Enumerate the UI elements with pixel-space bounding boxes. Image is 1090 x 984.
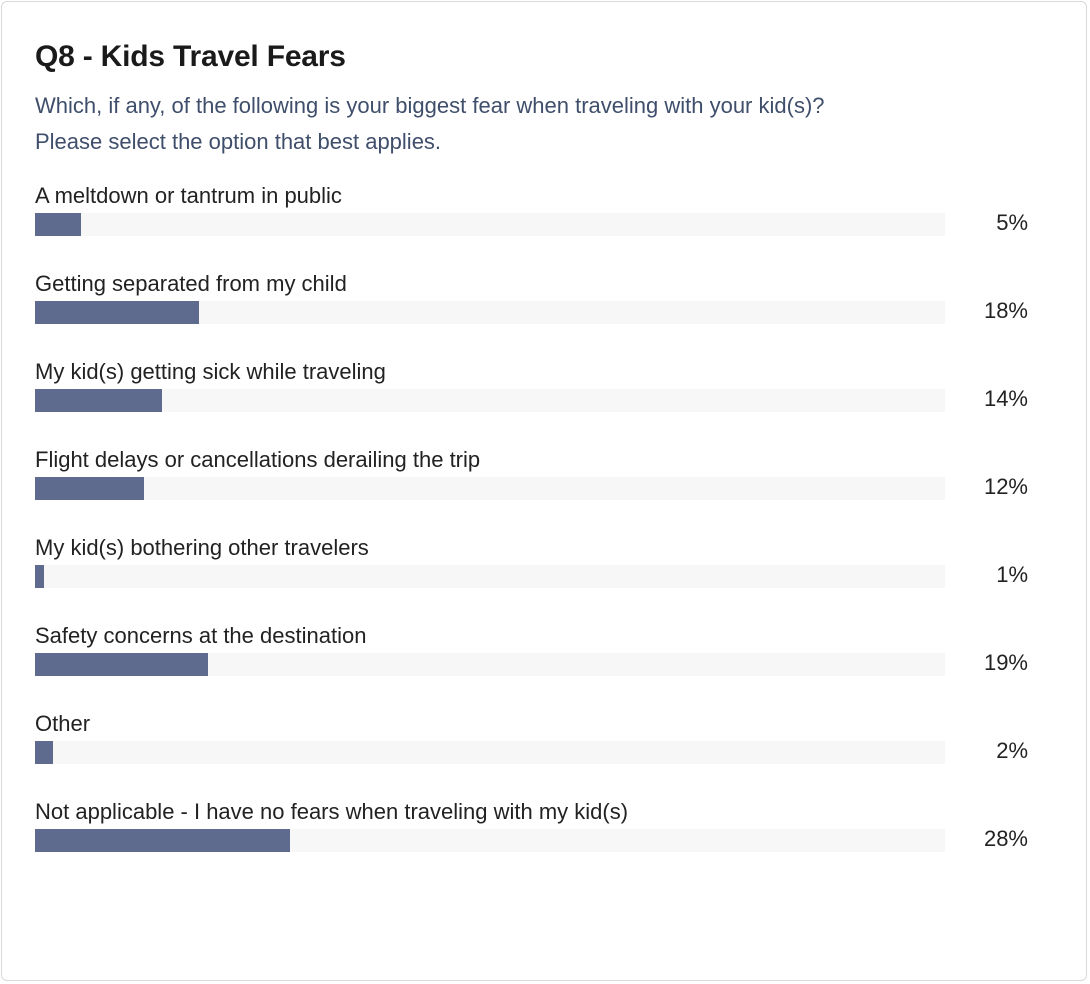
bar-row: Not applicable - I have no fears when tr… <box>35 799 1035 869</box>
bar-row: Getting separated from my child 18% <box>35 271 1035 341</box>
category-label: Safety concerns at the destination <box>35 623 367 648</box>
value-label: 1% <box>996 562 1028 587</box>
bar-row: My kid(s) getting sick while traveling 14… <box>35 359 1035 429</box>
category-label: Not applicable - I have no fears when tr… <box>35 799 629 824</box>
category-label: My kid(s) getting sick while traveling <box>35 359 386 384</box>
value-label: 12% <box>983 474 1028 499</box>
value-label: 19% <box>983 650 1028 675</box>
value-label: 2% <box>996 738 1028 763</box>
category-label: Other <box>35 711 91 736</box>
category-label: Getting separated from my child <box>35 271 347 296</box>
bar <box>35 213 81 236</box>
chart-subtitle: Which, if any, of the following is your … <box>35 93 825 154</box>
category-label: A meltdown or tantrum in public <box>35 183 342 208</box>
bar-track <box>35 301 945 324</box>
bar <box>35 741 54 764</box>
bar <box>35 477 145 500</box>
bar <box>35 565 45 588</box>
bar-row: Flight delays or cancellations derailing… <box>35 447 1035 517</box>
value-label: 5% <box>996 210 1028 235</box>
bar-row: My kid(s) bothering other travelers 1% <box>35 535 1035 605</box>
bar-track <box>35 653 945 676</box>
bar-track <box>35 829 945 852</box>
bar <box>35 829 290 852</box>
value-label: 18% <box>983 298 1028 323</box>
bar-track <box>35 213 945 236</box>
bar-row: A meltdown or tantrum in public 5% <box>35 183 1035 253</box>
bar <box>35 301 199 324</box>
value-label: 14% <box>983 386 1028 411</box>
chart-title: Q8 - Kids Travel Fears <box>35 40 346 73</box>
value-label: 28% <box>983 826 1028 851</box>
category-label: Flight delays or cancellations derailing… <box>35 447 481 472</box>
bar-track <box>35 741 945 764</box>
bar <box>35 653 208 676</box>
bar-row: Safety concerns at the destination 19% <box>35 623 1035 693</box>
bar-row: Other 2% <box>35 711 1035 781</box>
bar <box>35 389 163 412</box>
bar-track <box>35 565 945 588</box>
category-label: My kid(s) bothering other travelers <box>35 535 369 560</box>
bar-track <box>35 477 945 500</box>
bar-track <box>35 389 945 412</box>
